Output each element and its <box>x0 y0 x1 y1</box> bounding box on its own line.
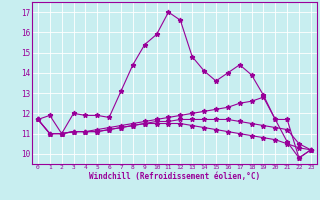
X-axis label: Windchill (Refroidissement éolien,°C): Windchill (Refroidissement éolien,°C) <box>89 172 260 181</box>
